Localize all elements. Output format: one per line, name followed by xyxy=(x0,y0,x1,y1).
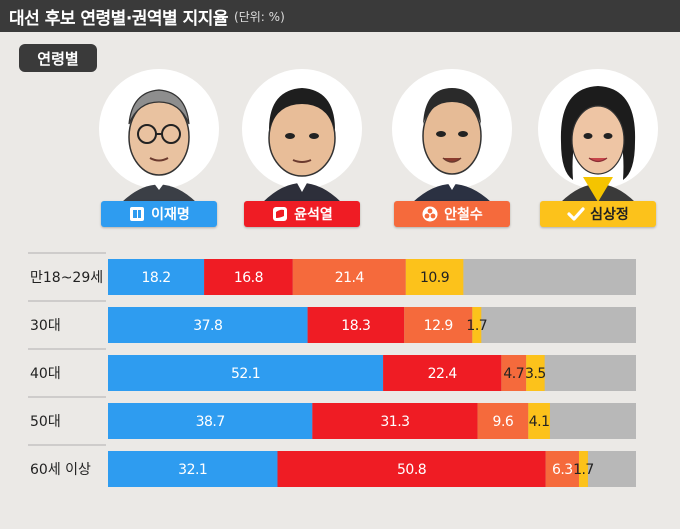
bar-data-label: 37.8 xyxy=(193,318,222,334)
bar-data-label: 3.5 xyxy=(525,366,546,382)
bar-segment xyxy=(528,403,550,439)
bar-data-label: 1.7 xyxy=(466,318,487,334)
bar-segment xyxy=(405,259,464,295)
bar-data-label: 21.4 xyxy=(335,270,365,286)
bar-data-label: 18.3 xyxy=(341,318,370,334)
candidate-4-portrait xyxy=(538,69,658,202)
bar-segment xyxy=(108,355,384,391)
candidate-2-nameplate: 윤석열 xyxy=(244,201,360,227)
candidate-1-portrait xyxy=(99,69,219,202)
bar-segment xyxy=(312,403,478,439)
bar-data-label: 52.1 xyxy=(231,366,260,382)
bar-segment xyxy=(501,355,527,391)
candidate-1: 이재명 xyxy=(92,62,226,227)
bar-segment xyxy=(108,307,308,343)
chart-title: 대선 후보 연령별·권역별 지지율 xyxy=(9,8,229,29)
section-label-age: 연령별 xyxy=(19,44,97,72)
category-label: 40대 xyxy=(30,366,61,382)
candidate-3-nameplate: 안철수 xyxy=(394,201,510,227)
bar-segment xyxy=(383,355,502,391)
bar-data-label: 31.3 xyxy=(380,414,409,430)
bar-segment xyxy=(404,307,473,343)
candidate-2: 윤석열 xyxy=(235,62,369,227)
candidate-1-nameplate: 이재명 xyxy=(101,201,217,227)
bar-data-label: 38.7 xyxy=(196,414,225,430)
bar-data-label: 4.7 xyxy=(503,366,524,382)
bar-data-label: 16.8 xyxy=(234,270,263,286)
candidate-4-name: 심상정 xyxy=(590,207,629,223)
party-logo-red-icon xyxy=(271,205,289,223)
category-label: 만18~29세 xyxy=(30,270,103,286)
bar-segment xyxy=(545,451,579,487)
bar-segment xyxy=(526,355,545,391)
check-icon xyxy=(567,205,585,223)
candidate-3: 안철수 xyxy=(385,62,519,227)
bar-segment xyxy=(292,259,406,295)
bar-data-label: 1.7 xyxy=(573,462,594,478)
party-logo-blue-icon xyxy=(128,205,146,223)
party-logo-orange-icon xyxy=(421,205,439,223)
bar-data-label: 32.1 xyxy=(178,462,207,478)
unit-label: (단위: %) xyxy=(234,9,285,24)
category-label: 60세 이상 xyxy=(30,462,91,478)
bar-data-label: 9.6 xyxy=(493,414,514,430)
candidate-3-portrait xyxy=(392,69,512,202)
bar-segment xyxy=(108,259,205,295)
bar-data-label: 18.2 xyxy=(141,270,170,286)
bar-data-label: 10.9 xyxy=(420,270,449,286)
bar-data-label: 6.3 xyxy=(552,462,573,478)
bar-data-label: 50.8 xyxy=(397,462,426,478)
bar-segment xyxy=(472,307,482,343)
category-label: 30대 xyxy=(30,318,61,334)
category-label: 50대 xyxy=(30,414,61,430)
bar-data-label: 12.9 xyxy=(424,318,453,334)
candidate-4-nameplate: 심상정 xyxy=(540,201,656,227)
bar-segment xyxy=(277,451,546,487)
candidate-2-name: 윤석열 xyxy=(294,207,333,223)
bar-segment xyxy=(108,403,313,439)
bar-segment xyxy=(477,403,529,439)
bar-segment xyxy=(108,451,278,487)
chart-header: 대선 후보 연령별·권역별 지지율 (단위: %) xyxy=(0,0,680,32)
candidate-4: 심상정 xyxy=(531,62,665,227)
candidate-3-name: 안철수 xyxy=(444,207,483,223)
bar-data-label: 4.1 xyxy=(529,414,550,430)
bar-data-label: 22.4 xyxy=(428,366,458,382)
candidate-1-name: 이재명 xyxy=(151,207,190,223)
bar-segment xyxy=(578,451,588,487)
bar-segment xyxy=(307,307,405,343)
bar-segment xyxy=(204,259,293,295)
candidate-2-portrait xyxy=(242,69,362,202)
